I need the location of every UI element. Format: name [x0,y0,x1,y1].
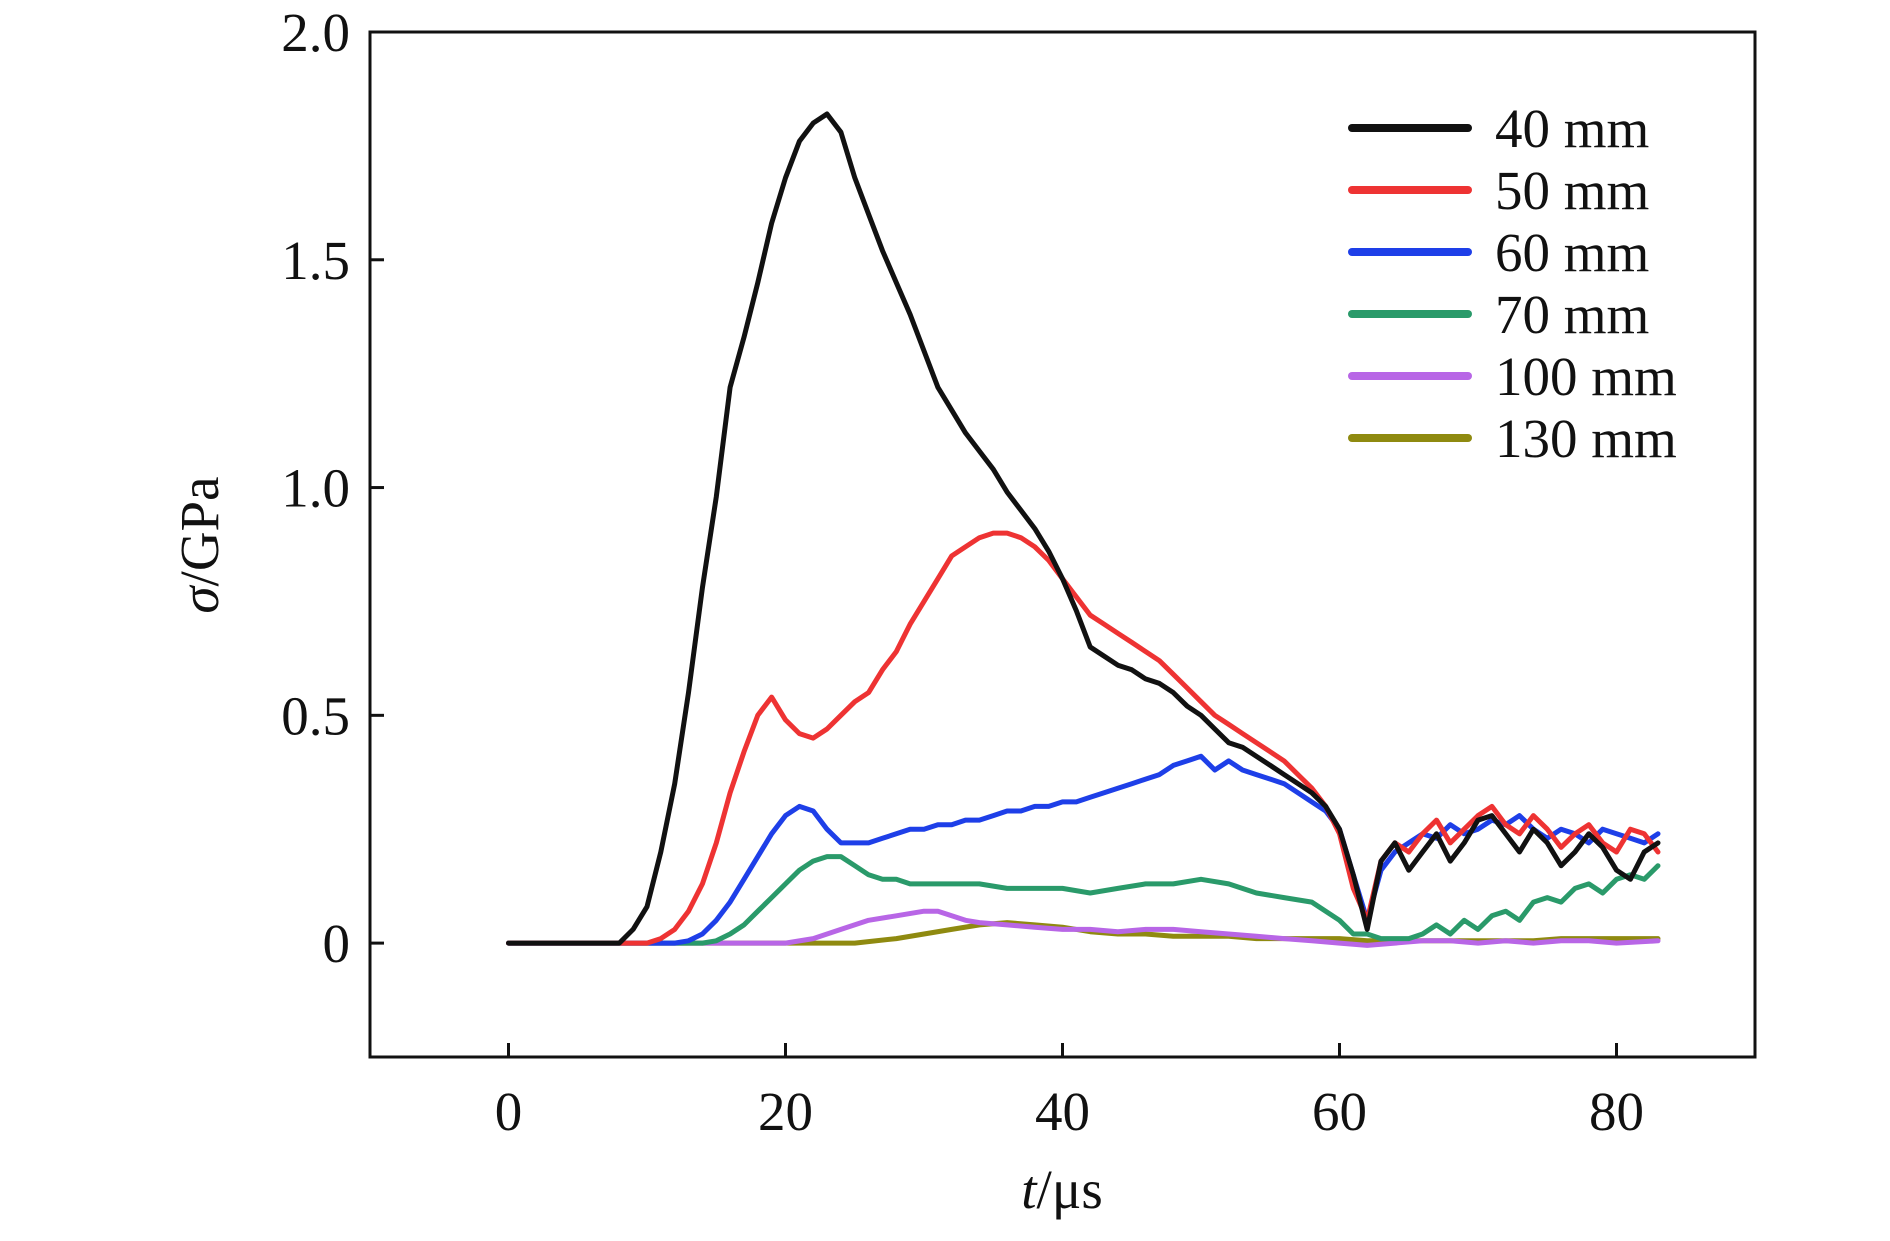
y-tick-label: 1.0 [281,458,350,519]
legend-label-40-mm: 40 mm [1495,98,1649,159]
legend-label-50-mm: 50 mm [1495,160,1649,221]
y-axis-unit: /GPa [169,476,230,586]
y-axis-title: σ/GPa [169,476,230,613]
x-axis-variable: t [1021,1159,1038,1220]
x-tick-label: 40 [1035,1081,1090,1142]
series-line-60-mm [506,753,1661,946]
legend-label-70-mm: 70 mm [1495,284,1649,345]
x-axis-title: t/μs [1021,1159,1102,1220]
legend-label-130-mm: 130 mm [1495,408,1677,469]
x-axis: 0 20 40 60 80 [495,1043,1644,1142]
series-lines [506,111,1661,948]
y-axis-variable: σ [169,585,230,614]
y-axis: 0 0.5 1.0 1.5 2.0 [281,2,384,974]
series-line-70-mm [506,854,1661,946]
y-tick-label: 0 [323,913,351,974]
x-tick-label: 0 [495,1081,523,1142]
legend-label-100-mm: 100 mm [1495,346,1677,407]
y-tick-label: 2.0 [281,2,350,63]
y-tick-label: 0.5 [281,685,350,746]
y-tick-label: 1.5 [281,230,350,291]
series-line-100-mm [506,908,1661,948]
x-tick-label: 60 [1312,1081,1367,1142]
series-line-50-mm [506,530,1661,946]
series-line-40-mm [506,111,1661,946]
x-tick-label: 80 [1589,1081,1644,1142]
legend-label-60-mm: 60 mm [1495,222,1649,283]
x-axis-unit: /μs [1037,1159,1103,1220]
x-tick-label: 20 [758,1081,813,1142]
